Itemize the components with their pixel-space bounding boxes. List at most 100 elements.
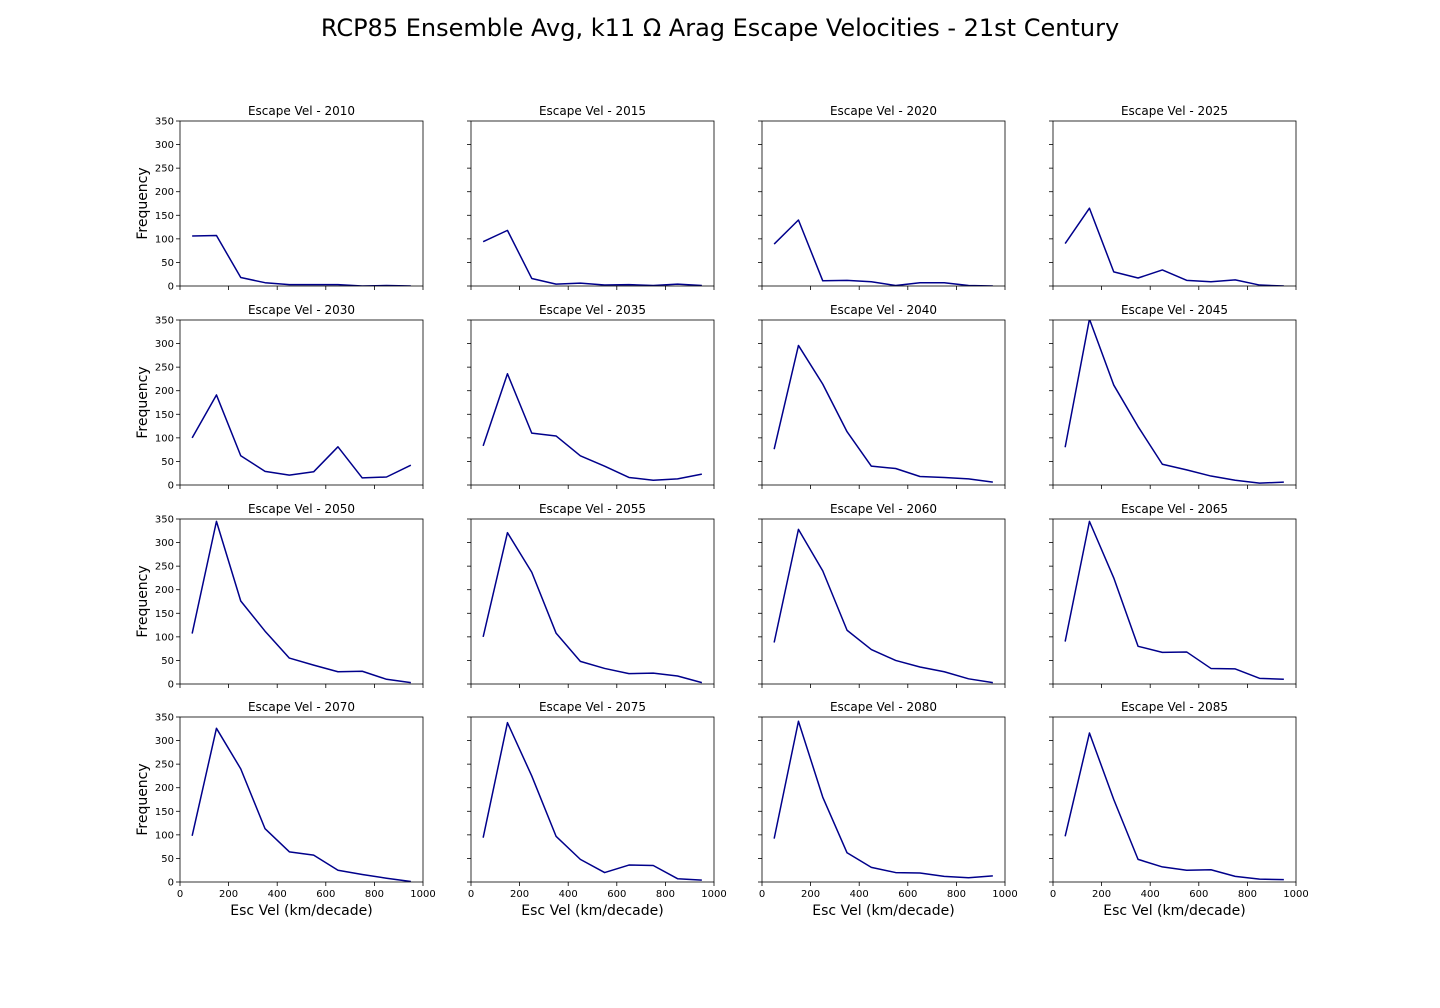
y-tick-label: 200 — [155, 187, 174, 198]
y-tick-label: 150 — [155, 211, 174, 222]
series-line — [1064, 320, 1284, 484]
x-tick-label: 400 — [1141, 889, 1160, 900]
y-tick-label: 0 — [168, 680, 174, 691]
y-tick-label: 100 — [155, 632, 174, 643]
x-tick-label: 800 — [947, 889, 966, 900]
series-line — [482, 229, 702, 286]
x-axis-label: Esc Vel (km/decade) — [812, 903, 954, 919]
subplot-title: Escape Vel - 2065 — [1121, 502, 1228, 516]
series-line — [482, 372, 702, 482]
series-line — [1064, 520, 1284, 681]
y-axis-label: Frequency — [135, 167, 151, 239]
y-tick-label: 100 — [155, 433, 174, 444]
subplot-9: Escape Vel - 2055 — [467, 502, 715, 688]
y-tick-label: 300 — [155, 736, 174, 747]
y-tick-label: 200 — [155, 585, 174, 596]
subplot-title: Escape Vel - 2085 — [1121, 700, 1228, 714]
y-tick-label: 250 — [155, 363, 174, 374]
x-axis-label: Esc Vel (km/decade) — [521, 903, 663, 919]
y-tick-label: 250 — [155, 760, 174, 771]
subplot-14: Escape Vel - 2080 0 200 400 600 800 1000 Esc Ve… — [758, 700, 1018, 919]
series-line — [1064, 732, 1284, 881]
axes-frame — [179, 120, 424, 287]
axes-frame — [470, 120, 715, 287]
subplot-title: Escape Vel - 2050 — [248, 502, 355, 516]
x-tick-label: 400 — [559, 889, 578, 900]
y-axis-label: Frequency — [135, 763, 151, 835]
y-tick-label: 300 — [155, 339, 174, 350]
subplot-title: Escape Vel - 2025 — [1121, 104, 1228, 118]
axes-frame — [761, 518, 1006, 685]
x-tick-label: 1000 — [410, 889, 435, 900]
axes-frame — [1052, 716, 1297, 883]
x-tick-label: 800 — [365, 889, 384, 900]
series-line — [482, 721, 702, 881]
subplot-13: Escape Vel - 2075 0 200 400 600 800 1000 Esc Ve… — [467, 700, 727, 919]
y-tick-label: 350 — [155, 316, 174, 327]
series-line — [192, 234, 411, 286]
y-tick-label: 100 — [155, 830, 174, 841]
x-tick-label: 600 — [607, 889, 626, 900]
y-tick-label: 250 — [155, 562, 174, 573]
subplot-7: Escape Vel - 2045 — [1049, 303, 1297, 489]
axes-frame — [179, 716, 424, 883]
series-line — [773, 720, 993, 879]
y-tick-label: 350 — [155, 515, 174, 526]
x-tick-label: 0 — [759, 889, 765, 900]
axes-frame — [761, 120, 1006, 287]
y-tick-label: 200 — [155, 783, 174, 794]
subplot-title: Escape Vel - 2080 — [830, 700, 937, 714]
subplot-5: Escape Vel - 2035 — [467, 303, 715, 489]
subplot-0: Escape Vel - 2010 0 50 100 150 200 250 300 350 Fr… — [135, 104, 424, 293]
x-tick-label: 200 — [510, 889, 529, 900]
subplot-title: Escape Vel - 2015 — [539, 104, 646, 118]
x-tick-label: 800 — [1238, 889, 1257, 900]
x-tick-label: 200 — [219, 889, 238, 900]
y-tick-label: 0 — [168, 481, 174, 492]
axes-frame — [1052, 120, 1297, 287]
x-tick-label: 0 — [1050, 889, 1056, 900]
y-tick-label: 150 — [155, 807, 174, 818]
subplot-title: Escape Vel - 2055 — [539, 502, 646, 516]
y-tick-label: 150 — [155, 410, 174, 421]
axes-frame — [470, 319, 715, 486]
subplot-11: Escape Vel - 2065 — [1049, 502, 1297, 688]
x-axis-label: Esc Vel (km/decade) — [230, 903, 372, 919]
x-tick-label: 400 — [268, 889, 287, 900]
series-line — [482, 531, 703, 684]
x-tick-label: 0 — [177, 889, 183, 900]
series-line — [1064, 207, 1284, 286]
axes-frame — [179, 319, 424, 486]
y-tick-label: 50 — [161, 854, 174, 865]
series-line — [191, 520, 411, 684]
axes-frame — [470, 716, 715, 883]
subplot-title: Escape Vel - 2030 — [248, 303, 355, 317]
series-line — [773, 219, 993, 286]
axes-frame — [1052, 518, 1297, 685]
y-tick-label: 350 — [155, 117, 174, 128]
subplot-8: Escape Vel - 2050 0 50 100 150 200 250 300 350 Fr… — [135, 502, 424, 691]
axes-frame — [761, 319, 1006, 486]
y-tick-label: 0 — [168, 878, 174, 889]
y-axis-label: Frequency — [135, 565, 151, 637]
y-tick-label: 200 — [155, 386, 174, 397]
x-axis-label: Esc Vel (km/decade) — [1103, 903, 1245, 919]
axes-frame — [470, 518, 715, 685]
subplot-12: Escape Vel - 2070 0 50 100 150 200 250 300 350 0 2… — [135, 700, 436, 919]
y-tick-label: 0 — [168, 282, 174, 293]
subplot-title: Escape Vel - 2040 — [830, 303, 937, 317]
subplot-4: Escape Vel - 2030 0 50 100 150 200 250 300 350 Fr… — [135, 303, 424, 492]
series-line — [191, 394, 412, 479]
subplot-title: Escape Vel - 2035 — [539, 303, 646, 317]
y-tick-label: 50 — [161, 457, 174, 468]
x-tick-label: 1000 — [992, 889, 1017, 900]
x-tick-label: 600 — [898, 889, 917, 900]
subplot-10: Escape Vel - 2060 — [758, 502, 1006, 688]
y-tick-label: 350 — [155, 713, 174, 724]
subplot-title: Escape Vel - 2070 — [248, 700, 355, 714]
axes-frame — [179, 518, 424, 685]
y-axis-label: Frequency — [135, 366, 151, 438]
x-tick-label: 600 — [1189, 889, 1208, 900]
